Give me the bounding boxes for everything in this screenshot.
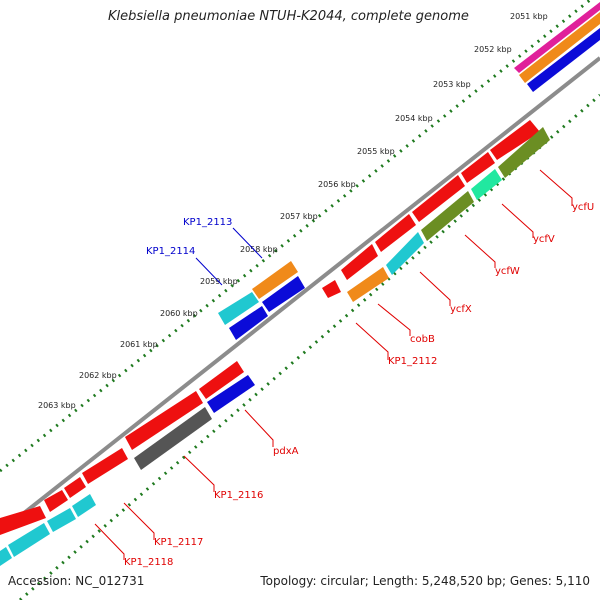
gene-spring-green [471, 169, 502, 200]
scale-tick-label: 2061 kbp [120, 340, 158, 349]
gene-label-kp1-2112: KP1_2112 [388, 356, 437, 367]
reverse-strand-genes-left [0, 361, 255, 566]
callout-line [123, 502, 155, 540]
gene-arrow [82, 448, 128, 484]
gene-label-ycfv: ycfV [533, 234, 555, 245]
callout-line [183, 455, 215, 492]
reverse-strand-lower-genes [347, 127, 550, 302]
scale-tick-label: 2058 kbp [240, 245, 278, 254]
gene-label-ycfx: ycfX [450, 304, 472, 315]
gene-orange-mid [347, 267, 389, 302]
gene-arrow [490, 120, 540, 160]
gene-label-kp1-2116: KP1_2116 [214, 490, 263, 501]
gene-label-pdxa: pdxA [273, 446, 299, 457]
gene-label-kp1-2114: KP1_2114 [146, 246, 195, 257]
gene-arrow [44, 490, 68, 512]
gene-blue-mid [207, 375, 255, 413]
gene-cyan-left-3 [8, 523, 50, 557]
gene-labels: ycfU ycfV ycfW ycfX cobB KP1_2112 pdxA K… [124, 202, 594, 568]
gene-arrow [322, 280, 341, 298]
gene-arrow [412, 175, 465, 222]
gene-olive [421, 191, 474, 241]
outer-tick-track [0, 0, 591, 473]
callout-line [377, 303, 411, 336]
scale-tick-label: 2054 kbp [395, 114, 433, 123]
reverse-strand-genes [322, 120, 540, 298]
scale-tick-label: 2051 kbp [510, 12, 548, 21]
gene-arrow [125, 391, 203, 450]
gene-label-kp1-2117: KP1_2117 [154, 537, 203, 548]
gene-arrow [199, 361, 244, 399]
scale-tick-label: 2063 kbp [38, 401, 76, 410]
gene-dark-gray [134, 407, 212, 470]
callout-line [232, 227, 263, 259]
callout-line [464, 234, 496, 268]
gene-label-cobb: cobB [410, 334, 435, 345]
genome-backbone [0, 56, 600, 534]
scale-tick-label: 2060 kbp [160, 309, 198, 318]
gene-label-ycfw: ycfW [495, 266, 520, 277]
gene-cyan [386, 232, 424, 275]
genome-title: Klebsiella pneumoniae NTUH-K2044, comple… [108, 9, 469, 24]
genome-summary-label: Topology: circular; Length: 5,248,520 bp… [260, 574, 590, 588]
gene-magenta [514, 2, 600, 73]
gene-label-ycfu: ycfU [572, 202, 594, 213]
gene-blue-forward [262, 276, 305, 312]
gene-block-top-right [514, 2, 600, 92]
gene-orange [519, 12, 600, 83]
gene-arrow [375, 214, 416, 252]
gene-blue-top [527, 28, 600, 92]
gene-label-kp1-2118: KP1_2118 [124, 557, 173, 568]
gene-arrow [341, 244, 378, 280]
gene-arrow [461, 152, 495, 183]
inner-tick-track [19, 93, 600, 600]
scale-labels: 2051 kbp 2052 kbp 2053 kbp 2054 kbp 2055… [38, 12, 548, 410]
scale-tick-label: 2057 kbp [280, 212, 318, 221]
callout-line [501, 203, 534, 238]
callout-line [539, 169, 573, 206]
scale-tick-label: 2056 kbp [318, 180, 356, 189]
scale-tick-label: 2053 kbp [433, 80, 471, 89]
callout-lines [94, 169, 573, 560]
scale-tick-label: 2062 kbp [79, 371, 117, 380]
gene-blue-forward-2 [229, 306, 268, 340]
callout-line [419, 271, 451, 306]
gene-orange-forward [252, 261, 298, 299]
callout-line [355, 322, 389, 360]
scale-tick-label: 2055 kbp [357, 147, 395, 156]
accession-label: Accession: NC_012731 [8, 574, 145, 588]
gene-arrow [64, 477, 86, 498]
callout-line [195, 257, 223, 286]
gene-arrow [0, 506, 46, 535]
gene-cyan-forward [218, 292, 259, 325]
gene-cyan-left [72, 494, 96, 517]
forward-strand-genes [218, 261, 305, 340]
gene-cyan-left-4 [0, 547, 12, 566]
gene-cyan-left-2 [47, 508, 76, 532]
callout-line [94, 523, 125, 560]
gene-olive [498, 127, 550, 178]
gene-label-kp1-2113: KP1_2113 [183, 217, 232, 228]
callout-line [244, 409, 274, 447]
scale-tick-label: 2052 kbp [474, 45, 512, 54]
